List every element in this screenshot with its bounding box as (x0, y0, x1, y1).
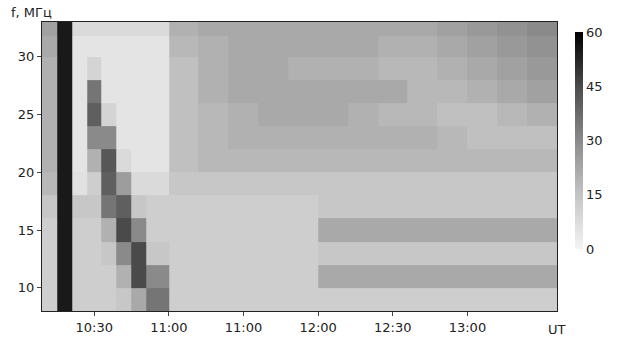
svg-text:60: 60 (586, 25, 603, 40)
svg-text:0: 0 (586, 242, 594, 257)
svg-text:10: 10 (18, 280, 35, 295)
svg-text:12:00: 12:00 (299, 320, 336, 335)
svg-text:10:30: 10:30 (76, 320, 113, 335)
svg-text:11:00: 11:00 (225, 320, 262, 335)
svg-text:20: 20 (18, 165, 35, 180)
svg-text:15: 15 (18, 223, 35, 238)
svg-text:12:30: 12:30 (374, 320, 411, 335)
svg-text:25: 25 (18, 107, 35, 122)
svg-text:13:00: 13:00 (449, 320, 486, 335)
svg-text:f, МГц: f, МГц (11, 5, 52, 20)
svg-text:11:00: 11:00 (150, 320, 187, 335)
svg-text:UT: UT (548, 322, 566, 337)
svg-text:45: 45 (586, 79, 603, 94)
svg-text:15: 15 (586, 187, 603, 202)
svg-text:30: 30 (18, 49, 35, 64)
svg-text:30: 30 (586, 133, 603, 148)
